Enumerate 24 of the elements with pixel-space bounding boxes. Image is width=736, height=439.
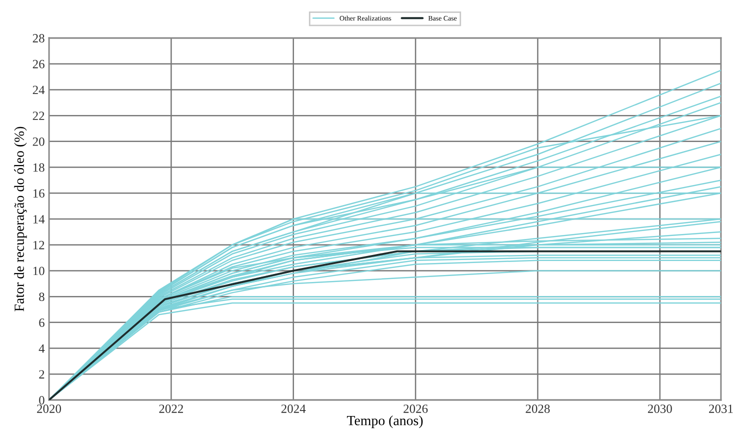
y-tick-label: 2 — [39, 370, 44, 378]
y-tick-label: 14 — [33, 215, 45, 224]
y-axis-title: Fator de recuperação do óleo (%) — [14, 126, 27, 312]
y-tick-label: 10 — [33, 266, 44, 276]
x-tick-label: 2028 — [526, 404, 550, 413]
y-tick-label: 4 — [38, 344, 45, 353]
y-tick-label: 8 — [39, 292, 44, 302]
x-tick-label: 2031 — [709, 404, 733, 413]
y-tick-label: 20 — [32, 137, 44, 146]
x-tick-label: 2024 — [281, 404, 306, 413]
y-tick-label: 24 — [32, 86, 45, 94]
x-tick-label: 2026 — [404, 404, 428, 413]
y-tick-label: 12 — [33, 240, 44, 250]
y-tick-label: 18 — [33, 163, 44, 172]
x-axis-title: Tempo (anos) — [346, 416, 423, 428]
y-tick-label: 6 — [39, 318, 44, 327]
y-tick-label: 0 — [39, 396, 44, 404]
y-tick-label: 22 — [32, 112, 44, 120]
y-tick-label: 28 — [32, 34, 44, 42]
x-tick-label: 2030 — [648, 404, 672, 413]
x-tick-label: 2020 — [37, 404, 62, 413]
x-tick-label: 2022 — [159, 404, 183, 413]
y-tick-label: 16 — [33, 189, 44, 198]
y-tick-label: 26 — [32, 60, 44, 68]
